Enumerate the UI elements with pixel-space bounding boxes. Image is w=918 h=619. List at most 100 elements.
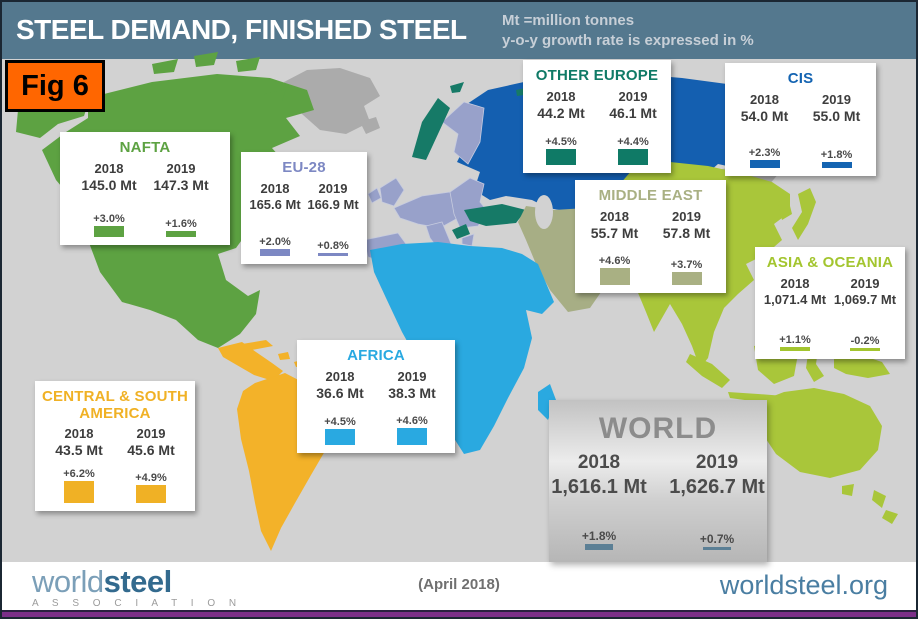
growth-label: +1.8% xyxy=(820,149,853,162)
growth-label: +4.5% xyxy=(545,136,577,149)
logo-subtitle: A S S O C I A T I O N xyxy=(32,598,242,609)
region-title: WORLD xyxy=(598,412,718,445)
logo-word-world: world xyxy=(32,564,104,599)
publication-date: (April 2018) xyxy=(418,576,500,593)
year-label: 2018 xyxy=(94,160,124,176)
growth-bar xyxy=(546,149,576,166)
growth-bar xyxy=(166,231,196,238)
growth-bar xyxy=(325,429,355,446)
growth-label: +4.9% xyxy=(135,471,167,484)
growth-bar xyxy=(671,272,702,286)
growth-label: +1.8% xyxy=(581,528,617,543)
growth-label: +1.1% xyxy=(779,334,811,346)
demand-value: 54.0 Mt xyxy=(740,107,789,124)
year-label: 2019 xyxy=(318,180,348,196)
region-card-cis: CIS 2018 54.0 Mt +2.3% 2019 55.0 Mt +1.8… xyxy=(725,63,876,177)
growth-label: +4.4% xyxy=(617,136,649,149)
demand-value: 36.6 Mt xyxy=(316,384,364,401)
year-label: 2018 xyxy=(600,208,629,224)
map-region-other-europe xyxy=(412,82,526,239)
growth-bar xyxy=(318,253,348,256)
growth-bar xyxy=(850,348,880,351)
map-region-eu28 xyxy=(363,101,489,265)
region-title: ASIA & OCEANIA xyxy=(766,254,894,271)
demand-value: 44.2 Mt xyxy=(537,104,585,121)
growth-label: +2.3% xyxy=(748,147,781,160)
year-label: 2019 xyxy=(166,160,196,176)
demand-value: 57.8 Mt xyxy=(662,224,711,241)
growth-label: -0.2% xyxy=(850,335,880,347)
note-line-1: Mt =million tonnes xyxy=(502,12,635,29)
growth-label: +1.6% xyxy=(165,218,197,231)
demand-value: 145.0 Mt xyxy=(81,176,137,193)
website-link[interactable]: worldsteel.org xyxy=(719,570,888,600)
demand-value: 1,626.7 Mt xyxy=(669,475,765,498)
year-label: 2019 xyxy=(822,91,851,107)
bottom-accent-bar xyxy=(2,610,916,617)
region-title: EU-28 xyxy=(282,159,326,176)
region-title: CENTRAL & SOUTH AMERICA xyxy=(41,388,189,422)
year-label: 2018 xyxy=(64,426,94,441)
map-caspian-sea xyxy=(535,195,553,229)
demand-value: 166.9 Mt xyxy=(307,196,359,212)
growth-bar xyxy=(821,162,852,169)
worldsteel-logo: worldsteel A S S O C I A T I O N xyxy=(32,566,242,609)
growth-label: +6.2% xyxy=(63,467,95,480)
region-title: AFRICA xyxy=(347,347,405,364)
growth-bar xyxy=(780,347,810,351)
year-label: 2018 xyxy=(780,275,810,291)
growth-label: +4.6% xyxy=(598,255,631,268)
demand-value: 46.1 Mt xyxy=(609,104,657,121)
growth-bar xyxy=(64,480,94,503)
year-label: 2018 xyxy=(750,91,779,107)
year-label: 2019 xyxy=(397,368,427,384)
region-title: MIDDLE EAST xyxy=(598,187,703,204)
growth-label: +3.7% xyxy=(670,259,703,272)
demand-value: 43.5 Mt xyxy=(55,442,103,459)
demand-value: 165.6 Mt xyxy=(249,196,301,212)
growth-bar xyxy=(260,249,290,256)
year-label: 2018 xyxy=(325,368,355,384)
year-label: 2019 xyxy=(618,88,648,104)
growth-label: +4.5% xyxy=(324,416,356,429)
region-card-other-europe: OTHER EUROPE 2018 44.2 Mt +4.5% 2019 46.… xyxy=(523,60,671,174)
growth-label: +2.0% xyxy=(259,236,291,248)
note-line-2: y-o-y growth rate is expressed in % xyxy=(502,32,754,50)
logo-word-steel: steel xyxy=(103,564,173,599)
growth-bar xyxy=(94,226,124,238)
region-card-asia-oceania: ASIA & OCEANIA 2018 1,071.4 Mt +1.1% 201… xyxy=(755,247,905,359)
growth-bar xyxy=(136,484,166,503)
region-title: CIS xyxy=(787,70,814,87)
map-greenland xyxy=(284,68,380,134)
region-title: NAFTA xyxy=(119,139,171,156)
growth-bar xyxy=(397,428,427,446)
demand-value: 55.7 Mt xyxy=(590,224,639,241)
region-card-eu28: EU-28 2018 165.6 Mt +2.0% 2019 166.9 Mt … xyxy=(241,152,367,264)
figure-number-label: Fig 6 xyxy=(5,60,105,112)
growth-label: +3.0% xyxy=(93,213,125,226)
growth-bar xyxy=(749,160,780,169)
region-card-world: WORLD 2018 1,616.1 Mt +1.8% 2019 1,626.7… xyxy=(549,400,767,562)
growth-bar xyxy=(599,268,630,286)
page-title: STEEL DEMAND, FINISHED STEEL xyxy=(16,14,467,45)
year-label: 2019 xyxy=(850,275,880,291)
growth-bar xyxy=(702,546,731,550)
demand-value: 1,616.1 Mt xyxy=(551,475,647,498)
year-label: 2019 xyxy=(136,426,166,441)
region-card-nafta: NAFTA 2018 145.0 Mt +3.0% 2019 147.3 Mt … xyxy=(60,132,230,246)
demand-value: 45.6 Mt xyxy=(127,442,175,459)
year-label: 2019 xyxy=(672,208,701,224)
demand-value: 38.3 Mt xyxy=(388,384,436,401)
growth-label: +0.7% xyxy=(699,531,735,546)
header-note: Mt =million tonnes y-o-y growth rate is … xyxy=(502,11,754,52)
growth-label: +0.8% xyxy=(317,240,349,252)
demand-value: 1,069.7 Mt xyxy=(833,291,897,307)
year-label: 2018 xyxy=(577,452,621,473)
demand-value: 55.0 Mt xyxy=(812,107,861,124)
growth-bar xyxy=(584,543,613,550)
region-card-africa: AFRICA 2018 36.6 Mt +4.5% 2019 38.3 Mt +… xyxy=(297,340,455,454)
demand-value: 1,071.4 Mt xyxy=(763,291,827,307)
region-card-middle-east: MIDDLE EAST 2018 55.7 Mt +4.6% 2019 57.8… xyxy=(575,180,726,294)
year-label: 2019 xyxy=(695,452,739,473)
